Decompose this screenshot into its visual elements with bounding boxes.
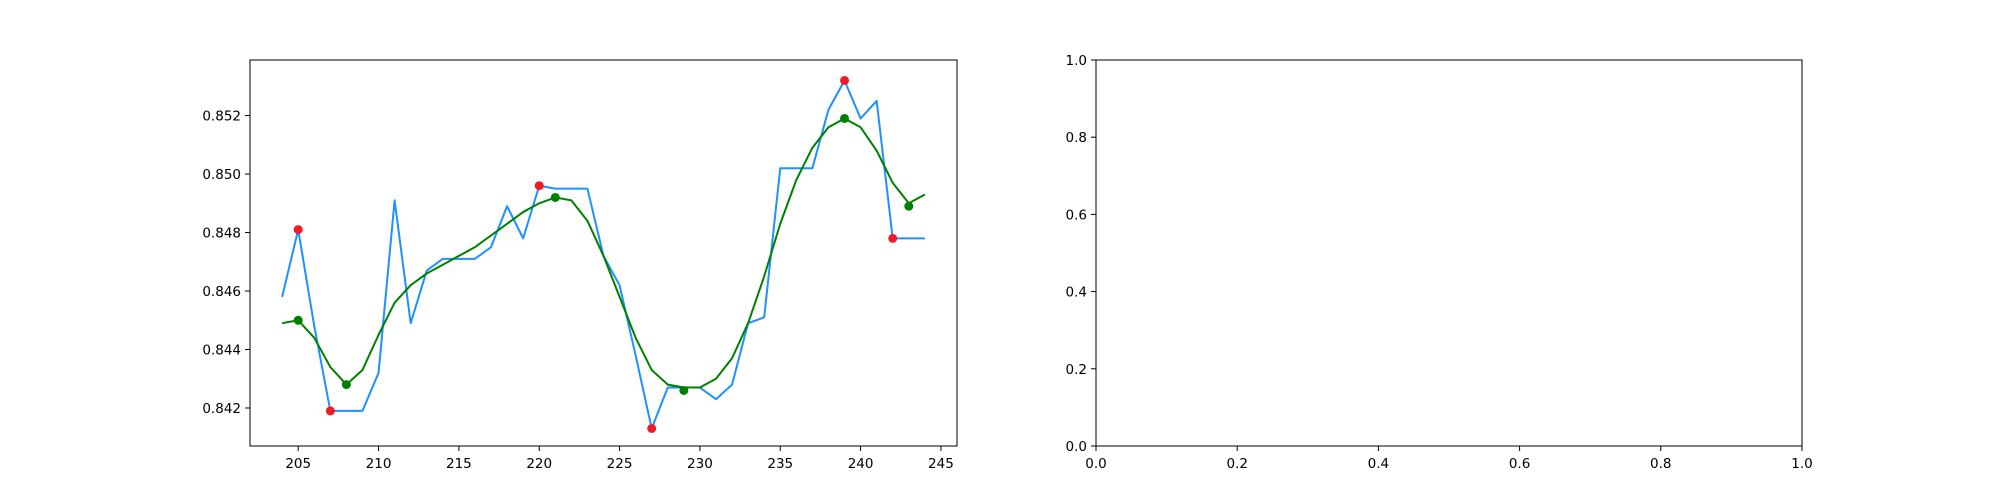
x-tick-label: 230 bbox=[687, 456, 713, 472]
series-3-point bbox=[293, 315, 303, 325]
x-tick-label: 225 bbox=[607, 456, 633, 472]
series-3-point bbox=[840, 113, 850, 123]
x-tick-label: 0.2 bbox=[1226, 456, 1247, 472]
x-tick-label: 215 bbox=[446, 456, 472, 472]
y-tick-label: 0.850 bbox=[202, 167, 241, 183]
x-tick-label: 1.0 bbox=[1791, 456, 1812, 472]
axes-frame bbox=[249, 59, 958, 447]
y-tick-label: 0.2 bbox=[1066, 362, 1087, 378]
x-tick-label: 0.6 bbox=[1509, 456, 1530, 472]
y-tick-label: 0.848 bbox=[202, 226, 241, 242]
x-tick-label: 245 bbox=[928, 456, 954, 472]
series-3-point bbox=[550, 192, 560, 202]
y-tick-label: 0.6 bbox=[1066, 207, 1087, 223]
series-1-line bbox=[281, 117, 926, 389]
series-2-point bbox=[647, 423, 657, 433]
x-tick-label: 210 bbox=[366, 456, 392, 472]
series-3-point bbox=[341, 380, 351, 390]
y-tick-label: 0.846 bbox=[202, 284, 241, 300]
x-tick-label: 205 bbox=[285, 456, 311, 472]
y-tick-label: 0.0 bbox=[1066, 439, 1087, 455]
series-2-point bbox=[293, 225, 303, 235]
series-2-point bbox=[325, 406, 335, 416]
series-2-point bbox=[888, 233, 898, 243]
series-2-point bbox=[534, 181, 544, 191]
y-tick-label: 0.844 bbox=[202, 343, 241, 359]
y-tick-label: 0.852 bbox=[202, 109, 241, 125]
right-axes: 0.0 0.2 0.4 0.6 0.8 1.0 0.0 0.2 0.4 0.6 0.8 1.0 bbox=[1066, 53, 1813, 472]
x-tick-label: 0.0 bbox=[1085, 456, 1106, 472]
series-2-point bbox=[840, 75, 850, 85]
y-tick-label: 0.842 bbox=[202, 401, 241, 417]
x-tick-label: 240 bbox=[848, 456, 874, 472]
x-tick-label: 0.4 bbox=[1368, 456, 1389, 472]
left-axes: 205 210 215 220 225 230 235 240 245 0.842 0.844 0.8… bbox=[202, 59, 958, 472]
y-tick-label: 1.0 bbox=[1066, 53, 1087, 69]
x-tick-label: 220 bbox=[526, 456, 552, 472]
y-tick-label: 0.4 bbox=[1066, 285, 1087, 301]
axes-frame bbox=[1095, 59, 1803, 447]
x-tick-label: 0.8 bbox=[1650, 456, 1671, 472]
series-3-point bbox=[679, 385, 689, 395]
x-tick-label: 235 bbox=[767, 456, 793, 472]
series-3-point bbox=[904, 201, 914, 211]
y-tick-label: 0.8 bbox=[1066, 130, 1087, 146]
